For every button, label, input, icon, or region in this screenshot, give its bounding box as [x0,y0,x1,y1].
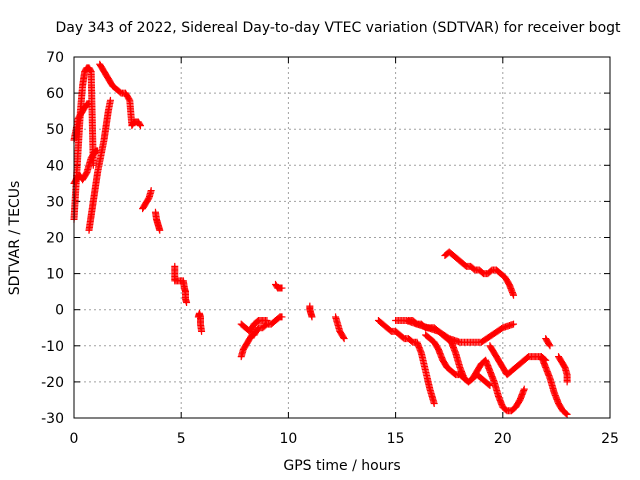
series-sat-c [70,147,102,187]
series-sat-j [237,313,286,361]
data-point [308,313,316,321]
series-sat-m [306,302,316,321]
data-point [486,382,494,390]
grid [74,57,610,418]
x-tick-label: 10 [279,431,297,447]
series-sat-w [555,353,571,386]
data-point [147,187,155,195]
data-point [546,342,554,350]
x-tick-label: 0 [70,431,79,447]
series-sat-f [139,187,155,213]
data-point [340,335,348,343]
series-sat-h [171,262,191,306]
data-point [485,381,493,389]
x-tick-label: 25 [601,431,619,447]
series-sat-r [422,331,494,390]
data-point [136,122,144,130]
data-point [198,327,206,335]
data-point [510,320,518,328]
data-point [263,317,271,325]
data-point [562,409,570,417]
y-tick-label: 40 [46,158,64,174]
data-points [70,60,571,418]
series-sat-v [542,335,554,350]
y-tick-label: -10 [41,339,64,355]
data-point [278,284,286,292]
x-tick-label: 20 [494,431,512,447]
y-tick-label: 0 [55,303,64,319]
series-sat-s [441,248,518,299]
data-point [136,120,144,128]
x-tick-label: 15 [387,431,405,447]
series-sat-o [374,317,438,408]
y-tick-label: 20 [46,231,64,247]
data-point [510,291,518,299]
y-tick-label: 60 [46,86,64,102]
series-sat-d [85,96,114,234]
y-tick-label: 30 [46,194,64,210]
y-tick-label: -30 [41,411,64,427]
y-axis-label: SDTVAR / TECUs [7,181,23,296]
series-sat-k [237,317,271,335]
plot-frame [73,56,611,419]
data-point [278,313,286,321]
series-sat-e [96,60,144,130]
x-tick-label: 5 [177,431,186,447]
data-point [545,341,553,349]
y-tick-label: -20 [41,375,64,391]
series-sat-g [151,208,164,234]
data-point [183,298,191,306]
y-tick-label: 10 [46,267,64,283]
data-point [339,333,347,341]
data-point [85,100,93,108]
chart-title: Day 343 of 2022, Sidereal Day-to-day VTE… [55,20,621,36]
data-point [563,378,571,386]
y-tick-label: 70 [46,50,64,66]
series-sat-l [272,280,286,292]
data-point [563,410,571,418]
data-point [430,400,438,408]
series-sat-u [537,353,571,418]
data-point [520,385,528,393]
series-sat-n [332,313,348,343]
data-point [156,226,164,234]
y-tick-label: 50 [46,122,64,138]
x-axis-label: GPS time / hours [283,458,400,474]
data-point [106,96,114,104]
series-sat-i [194,309,206,335]
